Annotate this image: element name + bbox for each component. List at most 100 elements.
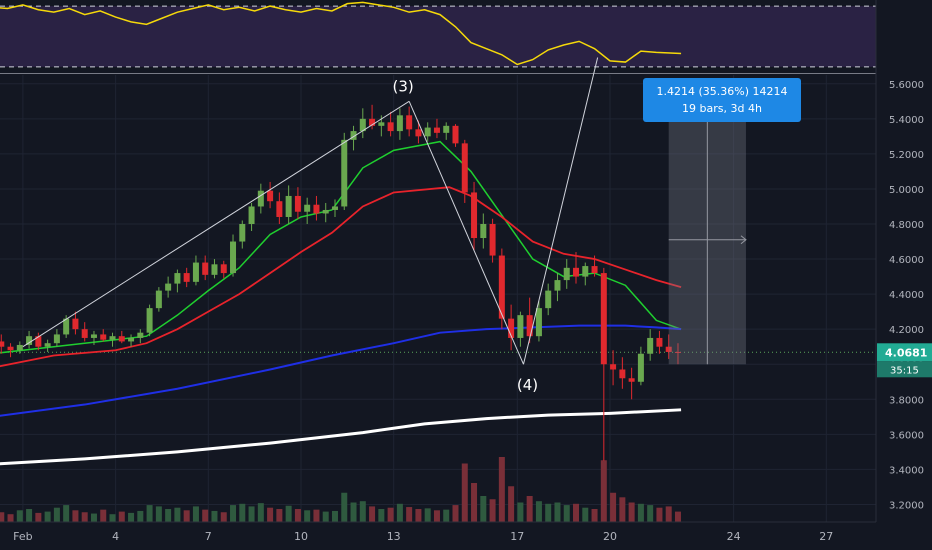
volume-bar	[0, 512, 5, 522]
measure-arrow-icon	[740, 235, 747, 245]
candle-body	[415, 129, 422, 137]
candle	[387, 111, 394, 137]
price-tick-label: 5.2000	[889, 150, 924, 161]
candle-body	[582, 266, 589, 277]
candle	[16, 341, 23, 354]
candle-body	[619, 369, 626, 379]
volume-bar	[461, 463, 468, 522]
candle	[72, 311, 79, 335]
time-tick-label: 13	[387, 530, 401, 543]
candle-body	[591, 266, 598, 274]
candle-body	[230, 241, 237, 274]
volume-bar	[591, 509, 598, 522]
price-tick-label: 5.4000	[889, 115, 924, 126]
candle-body	[498, 255, 505, 319]
candle	[498, 248, 505, 330]
candle-body	[637, 353, 644, 382]
ma-line-white	[0, 408, 682, 466]
volume-bars	[0, 457, 681, 522]
volume-bar	[183, 510, 190, 522]
candle	[26, 330, 33, 349]
candle-body	[0, 341, 5, 347]
volume-bar	[90, 513, 97, 522]
candle	[192, 255, 199, 286]
candle-body	[146, 308, 153, 333]
candle-body	[517, 315, 524, 338]
candle	[396, 108, 403, 140]
volume-bar	[304, 510, 311, 522]
volume-bar	[359, 501, 366, 522]
candle	[155, 287, 162, 312]
chart-grid	[0, 75, 876, 522]
candle-body	[155, 290, 162, 309]
candle-body	[128, 337, 135, 342]
price-tick-label: 4.2000	[889, 325, 924, 336]
moving-averages	[0, 140, 682, 466]
candle	[471, 181, 478, 251]
time-tick-label: 24	[727, 530, 741, 543]
volume-bar	[563, 505, 570, 522]
volume-bar	[406, 507, 413, 522]
volume-bar	[498, 457, 505, 522]
candle-body	[424, 127, 431, 137]
volume-bar	[471, 483, 478, 522]
volume-bar	[7, 514, 14, 522]
candle	[341, 132, 348, 210]
candlesticks	[0, 104, 681, 461]
candle-body	[573, 267, 580, 277]
volume-bar	[239, 503, 246, 522]
volume-bar	[619, 497, 626, 522]
candle	[424, 122, 431, 142]
candle-body	[610, 364, 617, 370]
candle	[137, 329, 144, 344]
ma-line-blue	[0, 324, 682, 417]
wave-line	[522, 57, 599, 365]
volume-bar	[656, 507, 663, 522]
candle	[619, 357, 626, 389]
candle-body	[100, 334, 107, 340]
candle-body	[387, 122, 394, 132]
measure-info-line1: 1.4214 (35.36%) 14214	[656, 85, 787, 98]
rsi-band	[0, 6, 876, 67]
candle	[53, 329, 60, 347]
volume-bar	[369, 506, 376, 522]
price-tick-label: 5.6000	[889, 80, 924, 91]
candle-body	[535, 308, 542, 337]
candle-body	[545, 290, 552, 309]
candle-body	[165, 283, 172, 291]
measure-info-line2: 19 bars, 3d 4h	[682, 102, 762, 115]
volume-bar	[248, 506, 255, 522]
time-tick-label: 10	[294, 530, 308, 543]
candle-body	[331, 206, 338, 210]
candle	[0, 334, 5, 354]
candle-body	[443, 125, 450, 133]
candle	[146, 304, 153, 337]
candle-body	[285, 195, 292, 217]
wave-label-4: (4)	[517, 376, 538, 394]
wave-label-3: (3)	[393, 77, 414, 95]
candle	[674, 343, 681, 365]
candle	[44, 339, 51, 352]
time-tick-label: 20	[603, 530, 617, 543]
volume-bar	[294, 509, 301, 522]
volume-bar	[165, 509, 172, 522]
candle	[183, 267, 190, 288]
volume-bar	[109, 514, 116, 522]
volume-bar	[526, 496, 533, 522]
price-tick-label: 3.6000	[889, 430, 924, 441]
candle	[350, 125, 357, 151]
candle-body	[211, 264, 218, 275]
candle-body	[63, 318, 70, 335]
volume-bar	[331, 510, 338, 522]
volume-bar	[647, 505, 654, 522]
volume-bar	[424, 508, 431, 522]
price-tick-label: 3.8000	[889, 395, 924, 406]
candle	[461, 139, 468, 203]
price-tag	[877, 343, 932, 362]
volume-bar	[480, 496, 487, 522]
measure-tool[interactable]: 1.4214 (35.36%) 14214 19 bars, 3d 4h	[643, 78, 801, 365]
volume-bar	[350, 502, 357, 522]
candle	[100, 329, 107, 342]
candle-body	[257, 190, 264, 207]
